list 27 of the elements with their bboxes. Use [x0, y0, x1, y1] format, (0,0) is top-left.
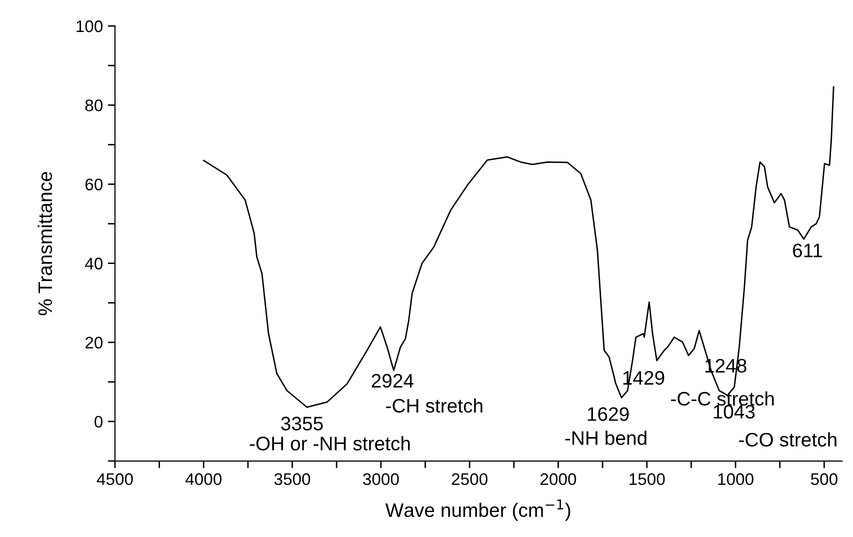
annotation: -C-C stretch	[671, 391, 774, 406]
x-tick-label: 4500	[96, 473, 133, 486]
y-tick-label: 60	[85, 178, 103, 190]
y-tick-label: 100	[76, 20, 103, 32]
x-tick-label: 1000	[718, 473, 754, 486]
y-tick-label: 20	[85, 336, 103, 349]
annotation: 3355	[281, 416, 323, 430]
x-tick-label: 2000	[540, 473, 576, 486]
annotation: -CH stretch	[386, 398, 482, 413]
y-tick-label: 80	[85, 99, 103, 112]
x-tick-label: 3000	[363, 473, 399, 486]
annotation: -NH bend	[565, 430, 646, 445]
y-axis-title: % Transmittance	[38, 172, 52, 316]
annotation: 2924	[372, 374, 414, 388]
annotation: -OH or -NH stretch	[250, 436, 410, 450]
x-tick-label: 2500	[452, 473, 488, 486]
annotation: 611	[792, 244, 822, 258]
x-tick-label: 500	[810, 473, 838, 486]
annotation: -CO stretch	[739, 432, 836, 447]
x-tick-label: 1500	[630, 473, 665, 486]
x-tick-label: 3500	[274, 473, 310, 486]
x-axis-title: Wave number (cm$^{−1}$)	[385, 499, 570, 521]
y-tick-label: 40	[85, 258, 103, 270]
y-tick-label: 0	[94, 416, 103, 428]
annotation: 1043	[714, 404, 755, 419]
x-tick-label: 4000	[185, 473, 222, 486]
annotation: 1629	[588, 407, 629, 421]
